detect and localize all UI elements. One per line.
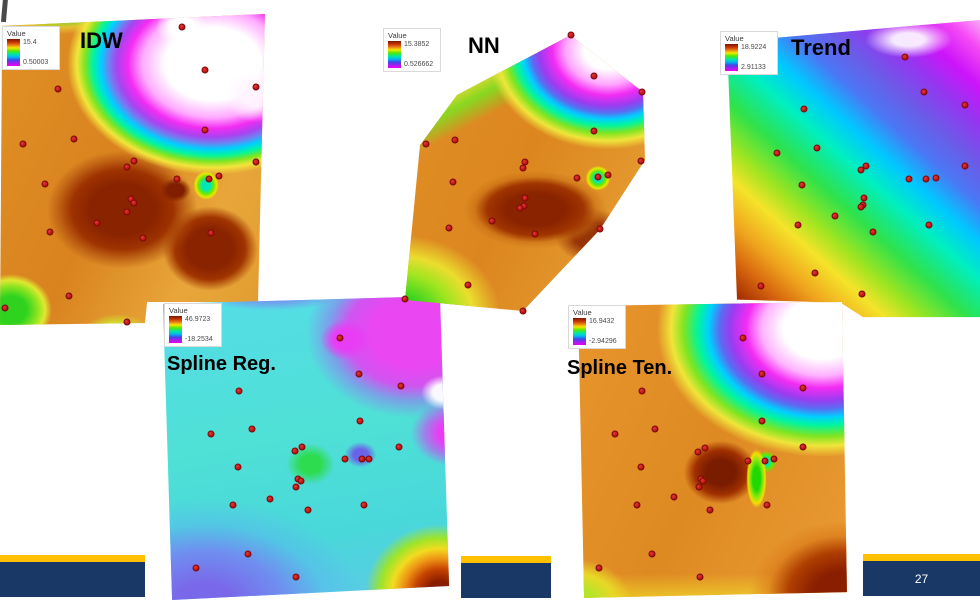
- legend-title: Value: [388, 31, 407, 40]
- footer-bar-left: [0, 555, 145, 597]
- nn-title: NN: [468, 33, 500, 58]
- spline-regular-title: Spline Reg.: [167, 353, 276, 375]
- legend-min-value: 2.91133: [741, 64, 766, 71]
- map-panel-idw: Value 15.4 0.50003 IDW: [0, 12, 266, 336]
- footer-bar-right: 27: [863, 554, 980, 596]
- legend-max-value: 18.9224: [741, 44, 767, 51]
- footer-navy-bar: [0, 562, 145, 597]
- idw-title: IDW: [80, 28, 123, 53]
- idw-legend: Value 15.4 0.50003: [2, 26, 60, 70]
- map-panel-nn: Value 15.3852 0.526662 NN: [383, 28, 648, 315]
- nn-interpolation-surface: [405, 35, 645, 312]
- trend-title: Trend: [791, 35, 851, 60]
- legend-color-ramp: [169, 316, 182, 343]
- footer-bar-middle: [461, 556, 551, 598]
- legend-title: Value: [573, 308, 592, 317]
- trend-legend: Value 18.9224 2.91133: [720, 31, 778, 75]
- map-panel-spline-tension: Value 16.9432 -2.94296 Spline Ten.: [567, 298, 850, 604]
- legend-color-ramp: [388, 41, 401, 68]
- legend-title: Value: [725, 34, 744, 43]
- legend-min-value: -18.2534: [185, 336, 213, 343]
- legend-color-ramp: [573, 318, 586, 345]
- legend-max-value: 15.3852: [404, 41, 430, 48]
- footer-gold-stripe: [461, 556, 551, 563]
- legend-min-value: -2.94296: [589, 338, 617, 345]
- legend-max-value: 15.4: [23, 39, 37, 46]
- spline-regular-legend: Value 46.9723 -18.2534: [164, 303, 222, 347]
- legend-color-ramp: [7, 39, 20, 66]
- footer-navy-bar: 27: [863, 561, 980, 596]
- map-panel-trend: Value 18.9224 2.91133 Trend: [720, 12, 980, 318]
- legend-title: Value: [169, 306, 188, 315]
- spline-tension-legend: Value 16.9432 -2.94296: [568, 305, 626, 349]
- legend-min-value: 0.526662: [404, 61, 434, 68]
- legend-title: Value: [7, 29, 26, 38]
- footer-gold-stripe: [863, 554, 980, 561]
- spline-tension-title: Spline Ten.: [567, 357, 673, 379]
- legend-max-value: 16.9432: [589, 318, 615, 325]
- footer-gold-stripe: [0, 555, 145, 562]
- map-panel-spline-regular: Value 46.9723 -18.2534 Spline Reg.: [160, 293, 455, 604]
- footer-navy-bar: [461, 563, 551, 598]
- legend-color-ramp: [725, 44, 738, 71]
- page-number: 27: [914, 571, 929, 586]
- nn-legend: Value 15.3852 0.526662: [383, 28, 441, 72]
- legend-min-value: 0.50003: [23, 59, 49, 66]
- legend-max-value: 46.9723: [185, 316, 211, 323]
